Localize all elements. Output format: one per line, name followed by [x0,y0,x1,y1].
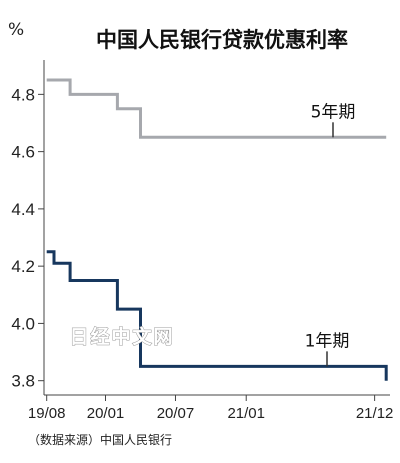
source-note: （数据来源）中国人民银行 [28,432,172,447]
series-label: 5年期 [311,102,356,122]
y-tick-label: 4.8 [11,85,35,104]
y-axis-ticks: 3.8 4.0 4.2 4.4 4.6 4.8 [11,85,44,391]
y-axis-unit: % [8,20,24,40]
x-tick-label: 21/12 [356,405,394,422]
y-tick-label: 4.0 [11,314,35,333]
x-tick-label: 19/08 [28,405,66,422]
y-tick-label: 3.8 [11,372,35,391]
series-line-1 [46,78,387,139]
watermark: 日经中文网 [69,325,174,348]
y-tick-label: 4.4 [11,200,35,219]
series-label: 1年期 [305,331,350,351]
x-tick-label: 20/07 [157,405,195,422]
chart-title: 中国人民银行贷款优惠利率 [96,28,348,52]
y-tick-label: 4.6 [11,143,35,162]
x-tick-label: 21/01 [227,405,265,422]
x-tick-label: 20/01 [87,405,125,422]
series-lines: 5年期 1年期 [46,78,388,381]
series-line-2 [46,250,388,381]
x-axis-ticks: 19/08 20/01 20/07 21/01 21/12 [28,395,393,422]
y-tick-label: 4.2 [11,257,35,276]
